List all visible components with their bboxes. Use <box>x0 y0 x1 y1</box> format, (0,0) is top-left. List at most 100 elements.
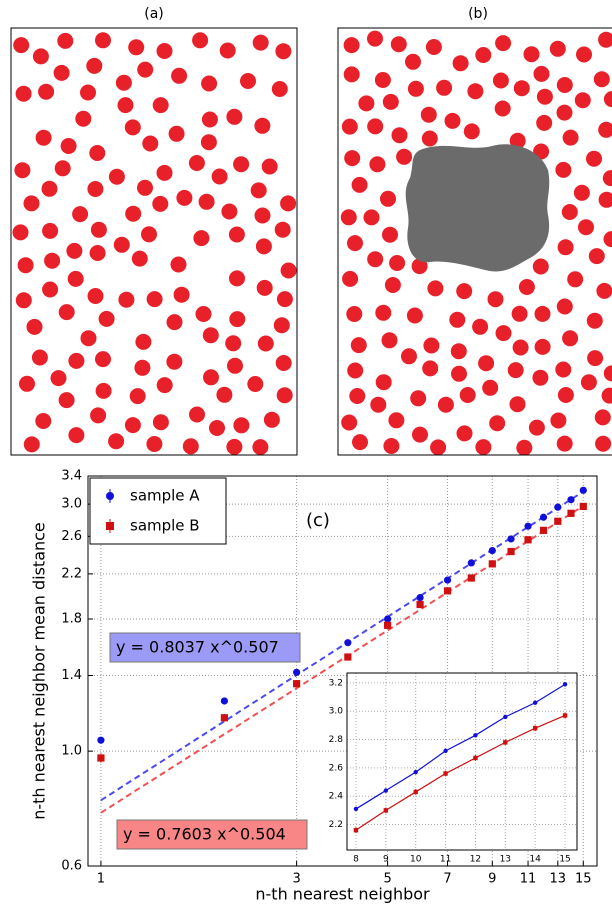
dot <box>80 330 97 347</box>
dot <box>87 288 104 304</box>
dot <box>549 40 566 57</box>
x-tick-label: 1 <box>97 872 105 887</box>
y-axis-label: n-th nearest neighbor mean distance <box>30 522 49 820</box>
dot <box>68 427 85 444</box>
dot <box>595 435 612 452</box>
dot <box>518 279 535 295</box>
dot <box>254 117 271 134</box>
y-tick-label: 1.4 <box>61 668 82 683</box>
y-tick-label: 2.4 <box>329 792 344 802</box>
marker <box>220 697 228 705</box>
marker <box>383 788 389 793</box>
dot <box>586 150 602 167</box>
dot <box>15 85 32 102</box>
marker <box>384 621 392 629</box>
dot <box>594 409 611 426</box>
dot <box>66 242 83 259</box>
dot <box>86 57 103 74</box>
dot <box>247 376 264 392</box>
dot <box>550 412 567 429</box>
dot <box>108 168 125 185</box>
dot <box>193 230 210 247</box>
dot <box>423 337 440 354</box>
x-tick-label: 9 <box>383 855 389 865</box>
dot <box>225 335 242 352</box>
dot <box>240 73 256 89</box>
dot <box>555 161 572 178</box>
y-tick-label: 3.2 <box>329 678 343 688</box>
inset: 8 9 10 11 12 13 14 15 2.2 2.4 2.6 2.8 3.0 3.2 <box>329 672 578 865</box>
marker <box>579 502 587 511</box>
dot <box>23 436 40 453</box>
dot <box>31 349 48 366</box>
dot <box>124 119 141 136</box>
inset-area <box>347 673 577 850</box>
dot <box>598 191 612 208</box>
x-tick-label: 7 <box>443 872 451 887</box>
marker <box>503 740 508 745</box>
dot <box>141 226 157 243</box>
dot <box>195 306 212 322</box>
dot <box>90 221 107 238</box>
dot <box>396 148 413 165</box>
marker <box>443 748 448 754</box>
dot <box>602 170 612 187</box>
marker <box>413 769 418 775</box>
dot <box>557 239 574 256</box>
marker <box>220 714 228 722</box>
dot <box>115 74 132 91</box>
dot <box>344 150 361 167</box>
dot <box>13 37 30 54</box>
dot <box>15 292 32 309</box>
dot <box>534 305 551 322</box>
dot <box>182 438 199 455</box>
dot <box>198 193 215 210</box>
dot <box>567 271 584 288</box>
dot <box>492 72 509 89</box>
dot <box>507 362 524 379</box>
fit-line <box>100 505 584 814</box>
dot <box>574 92 591 109</box>
dot <box>209 420 225 436</box>
marker <box>467 574 475 582</box>
dot <box>405 53 421 70</box>
dot <box>95 351 111 368</box>
dot <box>12 224 29 241</box>
dot <box>168 125 185 142</box>
dot <box>90 407 107 424</box>
dot <box>89 245 106 261</box>
dot <box>233 417 250 434</box>
dot <box>156 43 173 59</box>
dot <box>124 417 141 434</box>
dot <box>271 81 288 97</box>
dot <box>576 46 592 63</box>
dot <box>95 382 112 399</box>
marker <box>293 680 301 688</box>
dot <box>146 291 163 308</box>
dot <box>411 258 428 275</box>
dot <box>528 419 545 436</box>
series-line <box>355 714 566 831</box>
dot <box>95 32 111 49</box>
dot <box>342 270 359 287</box>
dot <box>221 203 238 220</box>
dot <box>188 155 205 171</box>
marker <box>507 535 515 543</box>
dot <box>229 311 246 328</box>
dot <box>487 291 504 308</box>
dot <box>380 190 396 207</box>
inset-frame <box>346 672 578 851</box>
marker <box>383 808 389 813</box>
x-tick-label: 9 <box>488 872 496 887</box>
y-tick-label: 2.6 <box>329 763 344 773</box>
x-tick-label: 8 <box>353 855 359 865</box>
dot <box>254 207 271 224</box>
dot <box>561 204 578 220</box>
dot <box>532 369 549 386</box>
fit-line <box>100 490 584 802</box>
panel-frame <box>10 27 298 456</box>
dot <box>128 39 145 56</box>
y-tick-label: 3.0 <box>61 497 82 512</box>
x-tick-label: 13 <box>550 872 567 887</box>
dot <box>347 362 364 379</box>
